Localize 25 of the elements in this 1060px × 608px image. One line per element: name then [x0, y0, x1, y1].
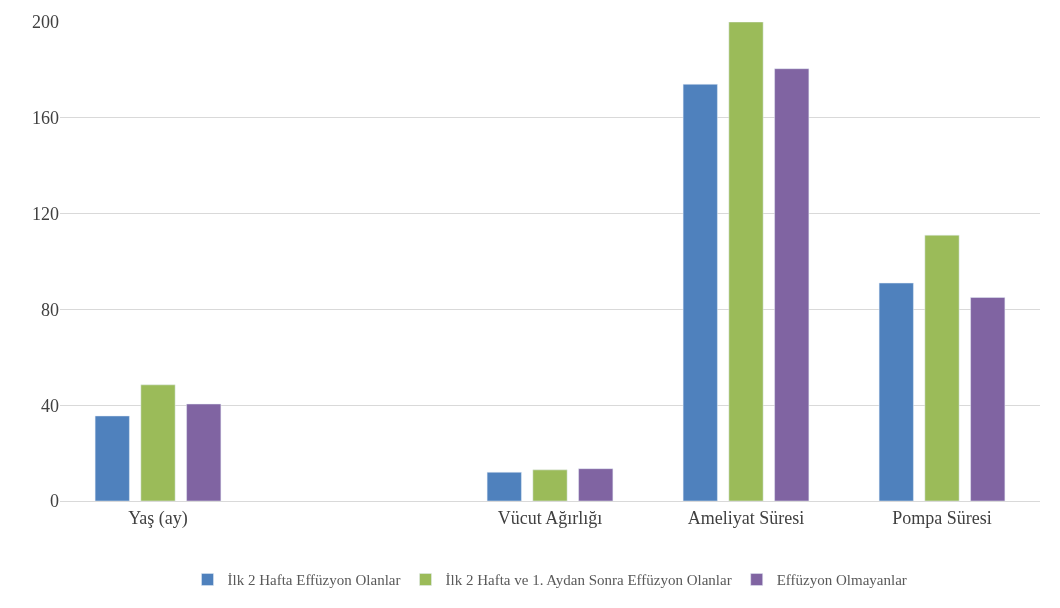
bar	[486, 472, 522, 501]
bar	[578, 468, 614, 501]
y-tick-label: 40	[41, 395, 59, 416]
x-tick-label: Vücut Ağırlığı	[497, 507, 603, 528]
bar	[728, 22, 764, 501]
bar	[186, 403, 222, 501]
bar	[682, 84, 718, 501]
y-tick-label: 120	[32, 203, 59, 224]
legend-label: İlk 2 Hafta Effüzyon Olanlar	[227, 572, 401, 589]
x-tick-label: Pompa Süresi	[892, 507, 992, 528]
legend-label: İlk 2 Hafta ve 1. Aydan Sonra Effüzyon Olanlar	[445, 572, 732, 589]
y-tick-label: 0	[50, 491, 59, 512]
y-tick-label: 80	[41, 299, 59, 320]
legend-label: Effüzyon Olmayanlar	[776, 572, 907, 589]
bar	[970, 297, 1006, 501]
y-tick-label: 160	[32, 108, 59, 129]
bar	[94, 415, 130, 501]
bar	[924, 234, 960, 501]
x-tick-label: Ameliyat Süresi	[687, 507, 805, 528]
bar	[140, 384, 176, 501]
bar	[532, 469, 568, 501]
x-tick-label: Yaş (ay)	[128, 507, 188, 529]
bar	[878, 282, 914, 501]
y-tick-label: 200	[32, 12, 59, 33]
bar	[774, 68, 810, 501]
